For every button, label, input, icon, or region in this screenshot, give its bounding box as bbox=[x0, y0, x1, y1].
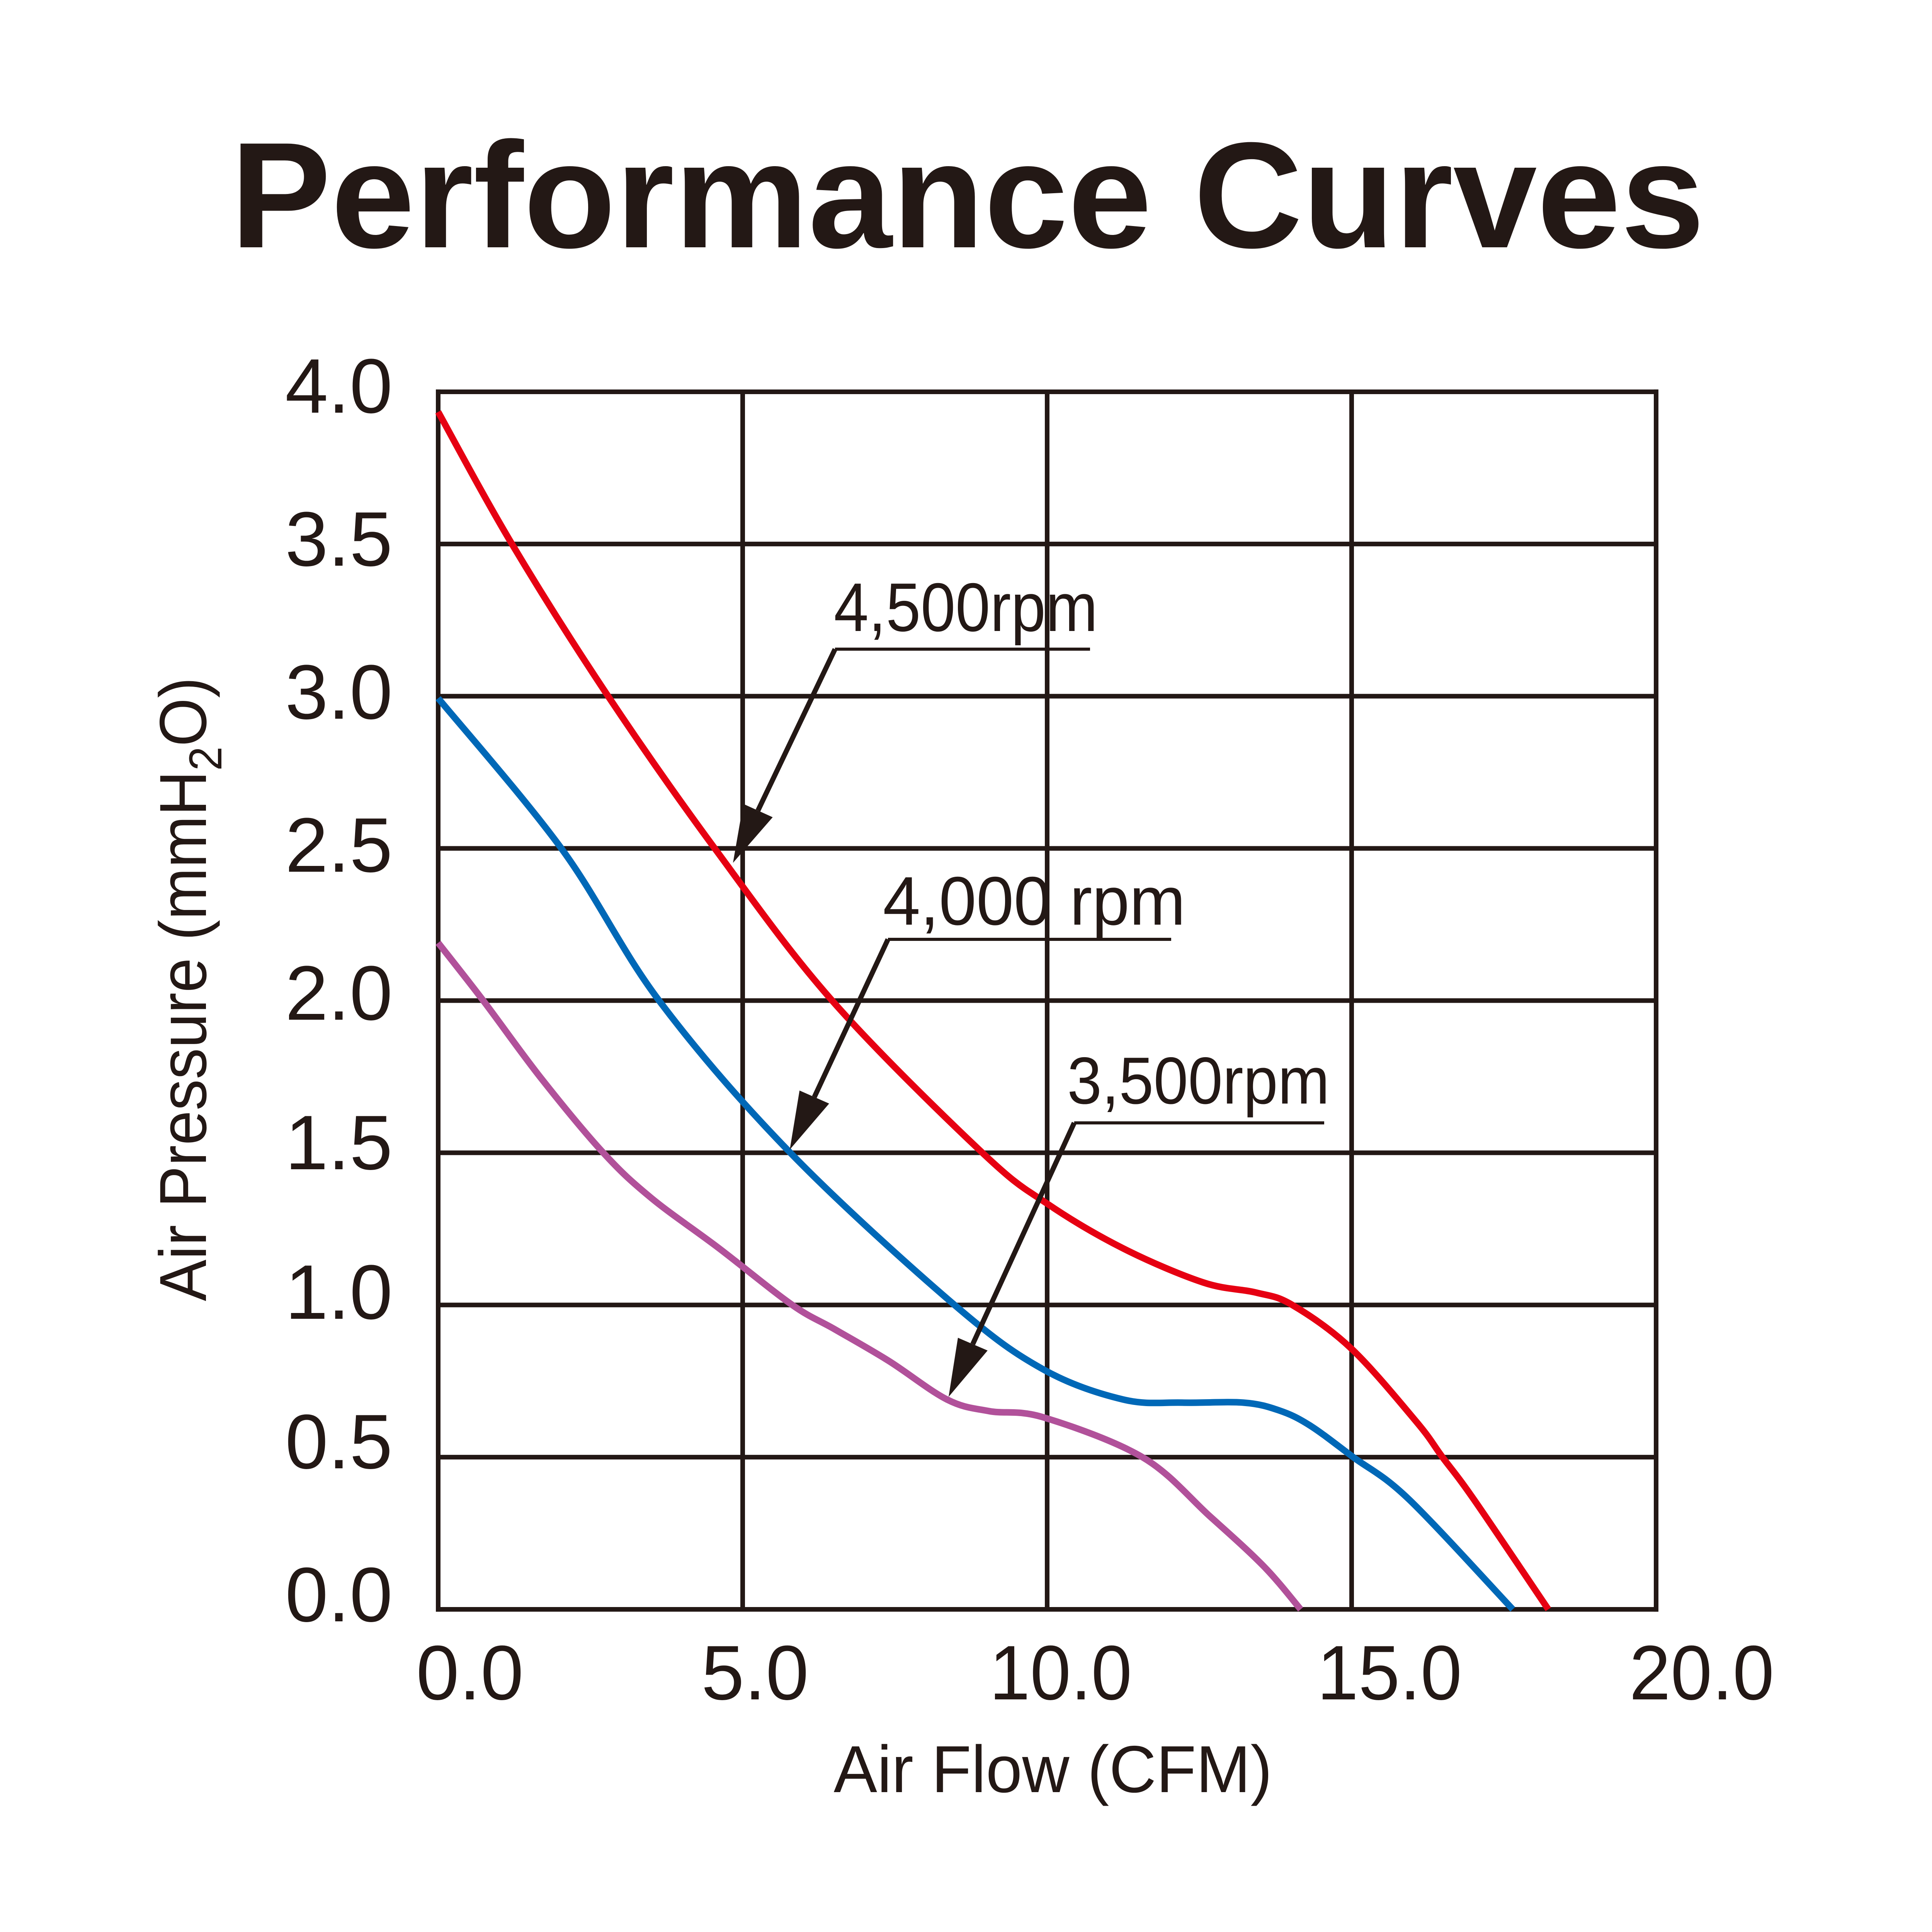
svg-text:4,000 rpm: 4,000 rpm bbox=[883, 862, 1185, 939]
svg-text:1.5: 1.5 bbox=[285, 1100, 393, 1186]
svg-text:10.0: 10.0 bbox=[990, 1630, 1132, 1716]
svg-text:4.0: 4.0 bbox=[285, 343, 393, 429]
svg-text:2.5: 2.5 bbox=[285, 802, 393, 888]
svg-text:3.5: 3.5 bbox=[285, 496, 393, 582]
svg-text:0.0: 0.0 bbox=[416, 1630, 524, 1716]
svg-text:5.0: 5.0 bbox=[701, 1630, 809, 1716]
svg-text:Air Pressure (mmH2O): Air Pressure (mmH2O) bbox=[146, 677, 231, 1301]
svg-text:Air Flow (CFM): Air Flow (CFM) bbox=[834, 1732, 1272, 1806]
svg-text:Performance Curves: Performance Curves bbox=[230, 111, 1704, 279]
svg-text:4,500rpm: 4,500rpm bbox=[834, 569, 1098, 646]
svg-text:2.0: 2.0 bbox=[285, 950, 393, 1036]
svg-text:3.0: 3.0 bbox=[285, 649, 393, 735]
svg-text:3,500rpm: 3,500rpm bbox=[1067, 1044, 1330, 1118]
svg-text:15.0: 15.0 bbox=[1317, 1630, 1462, 1716]
svg-text:0.5: 0.5 bbox=[285, 1399, 393, 1485]
svg-text:1.0: 1.0 bbox=[285, 1249, 393, 1335]
svg-text:20.0: 20.0 bbox=[1629, 1630, 1774, 1716]
svg-text:0.0: 0.0 bbox=[285, 1552, 393, 1638]
